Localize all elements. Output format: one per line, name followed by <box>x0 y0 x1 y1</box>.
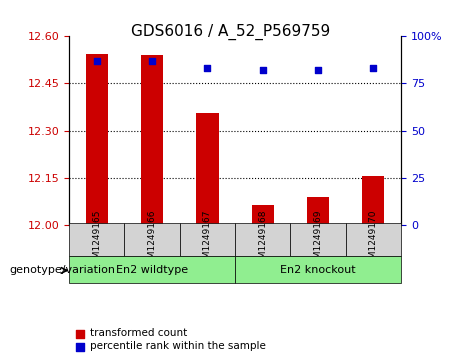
Point <box>370 65 377 71</box>
FancyBboxPatch shape <box>290 223 346 256</box>
Bar <box>196 113 219 225</box>
FancyBboxPatch shape <box>69 223 124 256</box>
Point <box>148 58 156 64</box>
Text: GSM1249165: GSM1249165 <box>92 209 101 270</box>
Text: En2 knockout: En2 knockout <box>280 265 356 274</box>
Bar <box>141 55 163 225</box>
Bar <box>307 197 329 225</box>
Text: GDS6016 / A_52_P569759: GDS6016 / A_52_P569759 <box>131 24 330 40</box>
Point <box>93 58 100 64</box>
FancyBboxPatch shape <box>124 223 180 256</box>
Text: genotype/variation: genotype/variation <box>9 265 115 276</box>
FancyBboxPatch shape <box>69 256 235 283</box>
Legend: transformed count, percentile rank within the sample: transformed count, percentile rank withi… <box>74 328 266 351</box>
FancyBboxPatch shape <box>180 223 235 256</box>
Text: En2 wildtype: En2 wildtype <box>116 265 188 274</box>
Point <box>314 68 322 73</box>
FancyBboxPatch shape <box>235 223 290 256</box>
Point <box>259 68 266 73</box>
Bar <box>252 205 274 225</box>
Text: GSM1249169: GSM1249169 <box>313 209 323 270</box>
Text: GSM1249166: GSM1249166 <box>148 209 157 270</box>
Text: GSM1249167: GSM1249167 <box>203 209 212 270</box>
Text: GSM1249168: GSM1249168 <box>258 209 267 270</box>
Text: GSM1249170: GSM1249170 <box>369 209 378 270</box>
FancyBboxPatch shape <box>235 256 401 283</box>
Bar <box>86 54 108 225</box>
Point <box>204 65 211 71</box>
FancyBboxPatch shape <box>346 223 401 256</box>
Bar <box>362 176 384 225</box>
